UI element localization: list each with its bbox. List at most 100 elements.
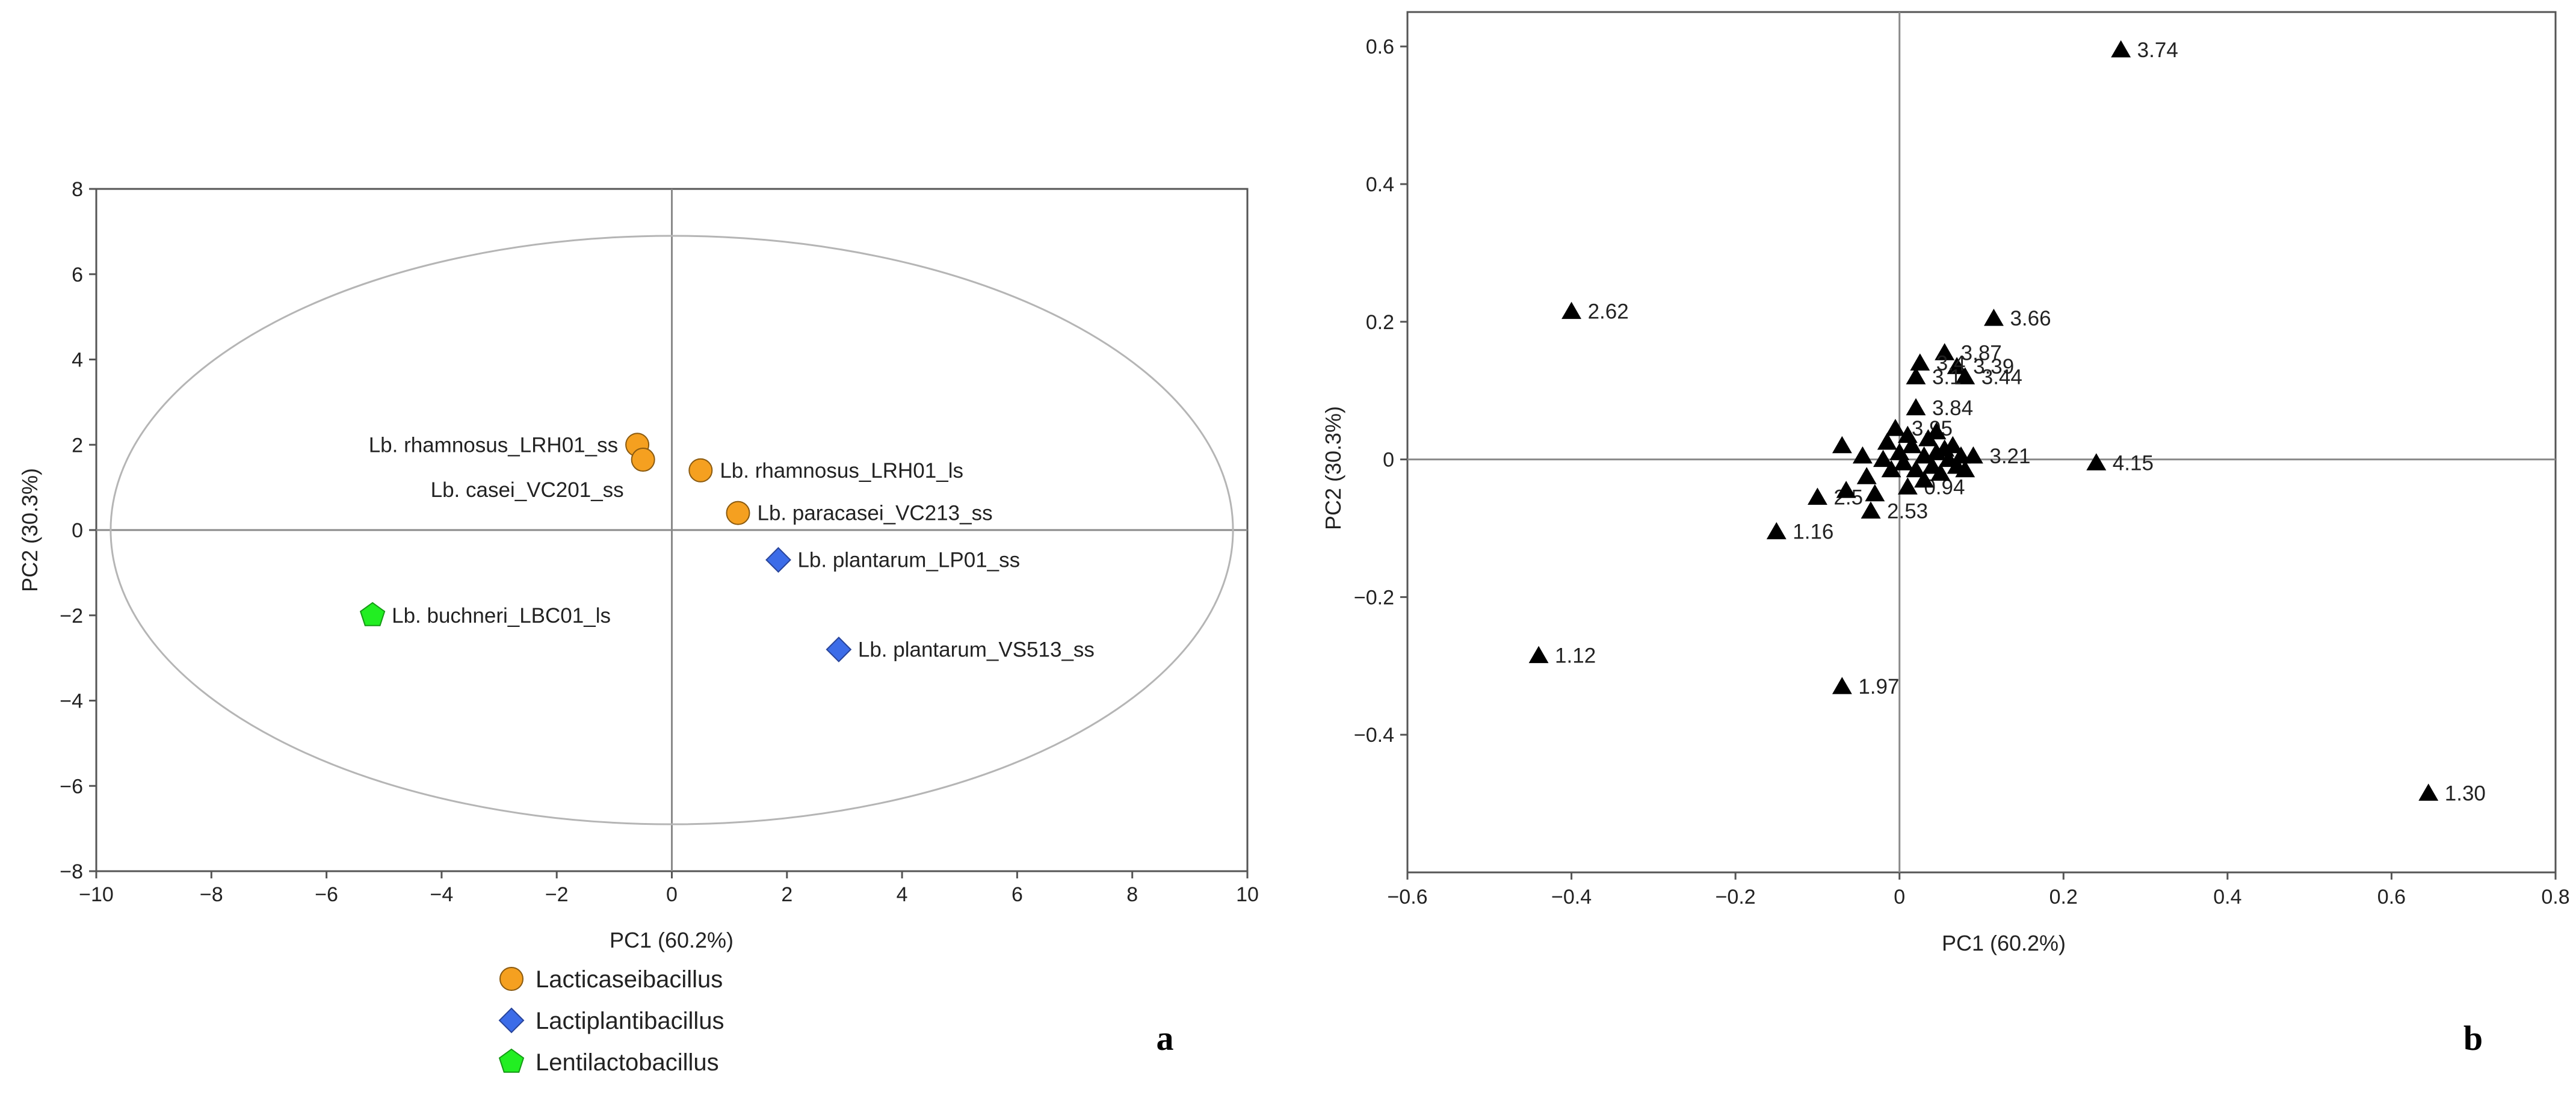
x-tick-label-b: 0.4 [2213, 886, 2241, 908]
loading-triangle [1766, 522, 1787, 540]
loading-label: 3.74 [2137, 39, 2178, 62]
loading-triangle [1984, 309, 2004, 326]
point-label-a: Lb. buchneri_LBC01_ls [392, 604, 611, 628]
point-marker-a [631, 448, 655, 472]
y-axis-label-b: PC2 (30.3%) [1321, 406, 1345, 530]
loading-triangle [1947, 357, 1967, 374]
loading-triangle [1852, 446, 1873, 464]
y-tick-label-a: 0 [72, 519, 83, 542]
loading-triangle [1906, 460, 1926, 478]
loading-triangle [1832, 677, 1852, 694]
points-b: 3.742.62 3.663.873.393.443.43.13.843.953.… [1528, 39, 2486, 805]
legend-label: Lactiplantibacillus [536, 1008, 724, 1034]
y-tick-label-b: 0.4 [1366, 173, 1394, 196]
loading-triangle [1808, 487, 1827, 505]
x-tick-label-a: 10 [1236, 883, 1259, 906]
loading-triangle [1873, 449, 1893, 467]
x-tick-label-a: −8 [200, 883, 223, 906]
axes-b [1407, 12, 2556, 872]
y-tick-label-b: −0.2 [1354, 586, 1394, 609]
loading-label: 3.4 [1936, 351, 1966, 375]
x-tick-label-a: 6 [1012, 883, 1023, 906]
x-tick-label-b: −0.6 [1387, 886, 1427, 908]
y-axis-label-a: PC2 (30.3%) [17, 468, 42, 592]
loading-triangle [2086, 453, 2107, 470]
point-marker-a [826, 637, 852, 662]
tick-labels-b: −0.6 −0.4 −0.2 0 0.2 0.4 0.6 0.8 −0.4 −0.2 0 0.2 0.4… [1354, 35, 2570, 908]
points-a: Lb. rhamnosus_LRH01_ss Lb. casei_VC201_ss… [359, 433, 1095, 662]
x-tick-label-b: 0 [1894, 886, 1905, 908]
y-tick-label-a: 6 [72, 264, 83, 286]
confidence-ellipse [110, 235, 1234, 825]
loading-label: 3.84 [1932, 396, 1973, 420]
x-tick-label-a: 8 [1126, 883, 1138, 906]
loading-triangle [1942, 436, 1963, 454]
x-tick-label-b: 0.6 [2377, 886, 2406, 908]
loading-triangle [1930, 463, 1951, 481]
loading-triangle [1906, 398, 1926, 416]
point-label-a: Lb. casei_VC201_ss [431, 478, 624, 502]
loading-triangle [1836, 481, 1856, 498]
loading-label: 3.66 [2010, 307, 2051, 330]
loading-label: 2.62 [1588, 300, 1629, 324]
point-label-a: Lb. rhamnosus_LRH01_ss [369, 433, 618, 457]
y-tick-label-a: −6 [60, 775, 83, 798]
legend-marker [498, 1048, 525, 1073]
loading-triangle [1935, 343, 1955, 360]
x-tick-label-b: 0.2 [2049, 886, 2078, 908]
loading-triangle [1877, 433, 1897, 450]
y-tick-label-a: 2 [72, 434, 83, 457]
y-tick-label-b: 0.6 [1366, 35, 1394, 58]
loading-triangle [1885, 419, 1906, 436]
y-tick-label-b: −0.4 [1354, 724, 1394, 747]
loading-triangle [1897, 477, 1918, 495]
loading-label: 1.16 [1793, 520, 1833, 544]
loading-triangle [1926, 422, 1947, 440]
loading-label: 3.44 [1981, 365, 2022, 389]
y-tick-label-a: 8 [72, 178, 83, 201]
loading-triangle [1955, 460, 1975, 478]
point-marker-a [688, 458, 713, 483]
y-tick-label-a: −4 [60, 690, 83, 713]
loading-triangle [1856, 467, 1877, 484]
loading-triangle [1528, 646, 1549, 664]
loading-triangle [2418, 783, 2439, 801]
x-tick-label-a: 4 [897, 883, 908, 906]
point-label-a: Lb. paracasei_VC213_ss [757, 502, 992, 525]
panel-label-a: a [1157, 1019, 1174, 1058]
loading-triangle [1881, 460, 1901, 478]
legend-marker [499, 967, 524, 991]
x-axis-label-b: PC1 (60.2%) [1942, 931, 2066, 955]
legend-a: Lacticaseibacillus Lactiplantibacillus Len… [498, 966, 724, 1076]
loading-triangle [1865, 484, 1885, 502]
x-tick-label-a: −4 [430, 883, 454, 906]
x-tick-label-b: 0.8 [2541, 886, 2569, 908]
loading-label: 1.30 [2445, 782, 2486, 805]
x-tick-label-b: −0.4 [1551, 886, 1592, 908]
x-tick-label-a: 0 [666, 883, 678, 906]
legend-marker [498, 1007, 525, 1034]
loading-triangle [1951, 446, 1971, 464]
loading-triangle [1901, 436, 1922, 454]
x-tick-label-a: −10 [79, 883, 114, 906]
point-marker-a [765, 547, 791, 573]
y-tick-label-b: 0.2 [1366, 311, 1394, 334]
loading-triangle [1910, 353, 1930, 371]
plot-area-b [1406, 11, 2557, 874]
x-tick-label-b: −0.2 [1716, 886, 1756, 908]
legend-label: Lacticaseibacillus [536, 966, 723, 993]
y-tick-label-a: 4 [72, 349, 83, 372]
scatter-plot-b: −0.6 −0.4 −0.2 0 0.2 0.4 0.6 0.8 −0.4 −0.2 0 0.2 0.4… [1321, 11, 2570, 1058]
loading-triangle [1897, 425, 1918, 443]
loading-label: 3.87 [1961, 341, 2002, 365]
loading-triangle [1861, 501, 1881, 519]
x-tick-label-a: 2 [781, 883, 792, 906]
x-axis-label-a: PC1 (60.2%) [610, 928, 734, 952]
loading-triangle [1906, 367, 1926, 384]
loading-triangle [1914, 470, 1935, 488]
point-marker-a [359, 602, 386, 626]
loading-triangle [1894, 453, 1913, 470]
